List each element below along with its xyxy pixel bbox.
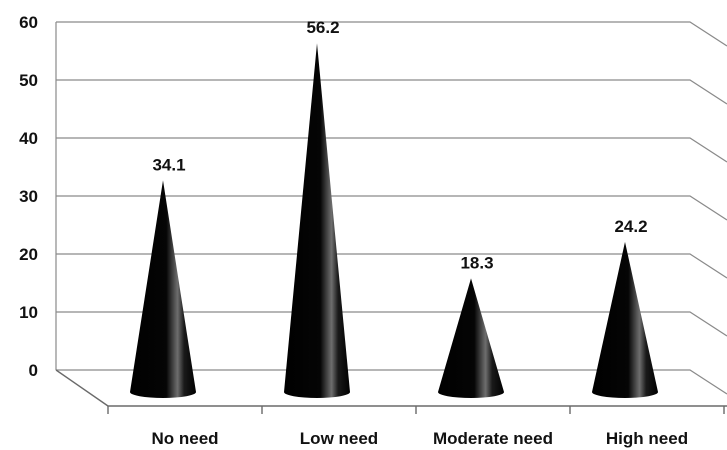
y-tick-label: 50 [19,71,38,90]
gridline [56,369,727,395]
data-label: 34.1 [152,155,185,174]
category-label: Low need [300,429,378,448]
axes [55,22,727,414]
gridlines [56,21,727,395]
y-tick-label: 60 [19,13,38,32]
y-tick-label: 20 [19,245,38,264]
gridline [56,195,727,221]
cone-bar [284,43,350,398]
gridline [56,311,727,337]
gridline [56,137,727,163]
cone-bar [130,180,196,398]
cones [130,43,658,398]
category-labels: No need Low need Moderate need High need [151,429,688,448]
data-labels: 34.1 56.2 18.3 24.2 [152,18,647,272]
y-tick-label: 30 [19,187,38,206]
category-label: No need [151,429,218,448]
data-label: 24.2 [614,217,647,236]
cone-bar [438,278,504,398]
gridline [56,79,727,105]
cone-bar [592,241,658,398]
category-label: Moderate need [433,429,553,448]
gridline [56,253,727,279]
y-tick-label: 40 [19,129,38,148]
data-label: 18.3 [460,253,493,272]
category-label: High need [606,429,688,448]
y-tick-label: 0 [29,361,38,380]
y-tick-label: 10 [19,303,38,322]
data-label: 56.2 [306,18,339,37]
y-tick-labels: 0 10 20 30 40 50 60 [19,13,38,380]
gridline [56,21,727,47]
